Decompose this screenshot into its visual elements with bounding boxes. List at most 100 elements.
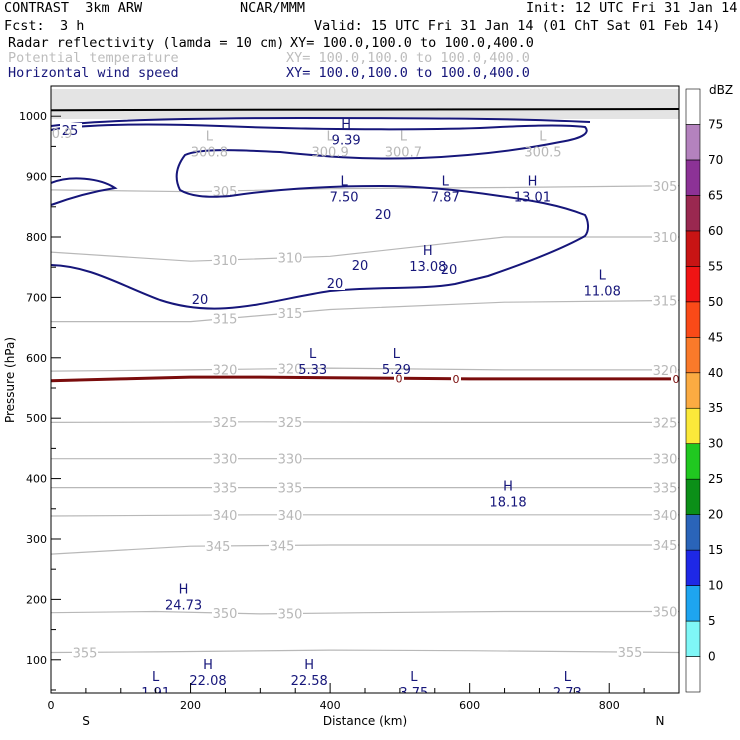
theta-label-bg bbox=[652, 293, 678, 307]
wind-label-bg bbox=[190, 292, 210, 306]
extremum-H-marker: H bbox=[503, 480, 513, 495]
field-reflectivity-name: Radar reflectivity (lamda = 10 cm) bbox=[8, 35, 285, 51]
theta-label-bg bbox=[277, 361, 303, 375]
theta-label-340: 340 bbox=[213, 509, 238, 524]
theta-label-335: 335 bbox=[278, 482, 303, 497]
wind-label-bg bbox=[373, 207, 393, 221]
extremum-L-marker: L bbox=[599, 268, 607, 283]
colorbar-bin bbox=[685, 266, 701, 303]
theta-label-330: 330 bbox=[278, 453, 303, 468]
wind-label-bg bbox=[350, 258, 370, 272]
extremum-L-marker: L bbox=[393, 347, 401, 362]
theta-contour-340 bbox=[51, 514, 679, 517]
extremum-value: 3.75 bbox=[399, 686, 428, 701]
y-tick-label: 100 bbox=[26, 654, 47, 667]
theta-label-350: 350 bbox=[213, 607, 238, 622]
theta-label-310: 310 bbox=[653, 231, 678, 246]
theta-contour-315 bbox=[51, 299, 679, 323]
x-tick-label: 800 bbox=[599, 699, 620, 712]
freezing-label-bg bbox=[671, 372, 679, 385]
freezing-level-line bbox=[51, 375, 679, 383]
colorbar-bin bbox=[685, 585, 701, 622]
theta-contour-310 bbox=[51, 236, 679, 262]
theta-label-bg bbox=[652, 480, 678, 494]
theta-label-bg bbox=[212, 362, 238, 376]
theta-label-325: 325 bbox=[213, 416, 238, 431]
colorbar-level-label: 50 bbox=[708, 295, 723, 309]
org-label: NCAR/MMM bbox=[240, 0, 306, 16]
theta-label-bg bbox=[212, 414, 238, 428]
field-wind-xy: XY= 100.0,100.0 to 100.0,400.0 bbox=[286, 65, 530, 81]
theta-label-bg bbox=[212, 183, 238, 197]
y-axis-label: Pressure (hPa) bbox=[3, 337, 17, 423]
extremum-H-marker: H bbox=[423, 244, 433, 259]
colorbar-bin bbox=[685, 549, 701, 586]
y-tick-label: 700 bbox=[26, 291, 47, 304]
theta-label-bg bbox=[269, 538, 295, 552]
theta-label-bg bbox=[72, 645, 98, 659]
y-tick-label: 400 bbox=[26, 473, 47, 486]
theta-label-325: 325 bbox=[278, 416, 303, 431]
theta-label-315: 315 bbox=[653, 295, 678, 310]
freezing-label: 0 bbox=[396, 372, 403, 385]
theta-label-bg bbox=[212, 252, 238, 266]
extremum-H-marker: H bbox=[341, 117, 351, 132]
init-time: Init: 12 UTC Fri 31 Jan 14 bbox=[526, 0, 738, 16]
theta-label-bg bbox=[652, 538, 678, 552]
colorbar-level-label: 60 bbox=[708, 224, 723, 238]
theta-label-345: 345 bbox=[653, 539, 678, 554]
freezing-label: 0 bbox=[453, 373, 460, 386]
extremum-value: 22.08 bbox=[189, 674, 226, 689]
field-wind-name: Horizontal wind speed bbox=[8, 65, 179, 81]
theta-label-bg bbox=[277, 305, 303, 319]
colorbar-level-label: 35 bbox=[708, 401, 723, 415]
colorbar-bin bbox=[685, 336, 701, 374]
colorbar-level-label: 5 bbox=[708, 614, 716, 628]
theta-label-bg bbox=[212, 606, 238, 620]
extremum-value: 13.01 bbox=[514, 191, 551, 206]
colorbar-bin bbox=[685, 443, 701, 480]
wind-label-20: 20 bbox=[441, 263, 458, 278]
colorbar-bin bbox=[685, 88, 701, 125]
colorbar-level-label: 25 bbox=[708, 472, 723, 486]
y-tick-label: 800 bbox=[26, 231, 47, 244]
wind-label-20: 20 bbox=[192, 293, 209, 308]
x-tick-label: 0 bbox=[48, 699, 55, 712]
theta-label-bg bbox=[652, 451, 678, 465]
theta-label-315: 315 bbox=[278, 307, 303, 322]
theta-label-355: 355 bbox=[618, 646, 643, 661]
theta-label-330: 330 bbox=[213, 453, 238, 468]
freezing-label: 0 bbox=[673, 373, 680, 386]
freezing-label-bg bbox=[451, 372, 461, 385]
extremum-H-marker: H bbox=[179, 582, 189, 597]
extremum-value: 300.7 bbox=[385, 145, 422, 160]
x-tick-label: 400 bbox=[320, 699, 341, 712]
theta-label-355: 355 bbox=[73, 646, 98, 661]
theta-label-bg bbox=[652, 507, 678, 521]
extremum-H-marker: H bbox=[203, 658, 213, 673]
extremum-value: 9.39 bbox=[332, 133, 361, 148]
wind-label-bg bbox=[325, 276, 345, 290]
theta-label-335: 335 bbox=[653, 482, 678, 497]
x-tick-label: 200 bbox=[180, 699, 201, 712]
colorbar-level-label: 20 bbox=[708, 508, 723, 522]
colorbar-bin bbox=[685, 478, 701, 515]
extremum-value: 2.73 bbox=[553, 686, 582, 701]
x-axis-label: Distance (km) bbox=[323, 714, 407, 728]
theta-label-345: 345 bbox=[270, 539, 295, 554]
extremum-L-marker: L bbox=[442, 175, 450, 190]
wind-label-20: 20 bbox=[352, 259, 369, 274]
extremum-value: 300.8 bbox=[191, 145, 228, 160]
fcst-value: 3 h bbox=[60, 18, 85, 34]
extremum-L-marker: L bbox=[564, 670, 572, 685]
y-tick-label: 500 bbox=[26, 412, 47, 425]
theta-label-340: 340 bbox=[278, 509, 303, 524]
wind-label-bg bbox=[439, 262, 459, 276]
colorbar-bin bbox=[685, 124, 701, 161]
extremum-L-marker: L bbox=[326, 129, 334, 144]
theta-contour-345 bbox=[51, 544, 679, 555]
theta-label-bg bbox=[212, 508, 238, 522]
fcst-label: Fcst: bbox=[4, 18, 45, 34]
colorbar-level-label: 30 bbox=[708, 437, 723, 451]
colorbar-level-label: 45 bbox=[708, 330, 723, 344]
